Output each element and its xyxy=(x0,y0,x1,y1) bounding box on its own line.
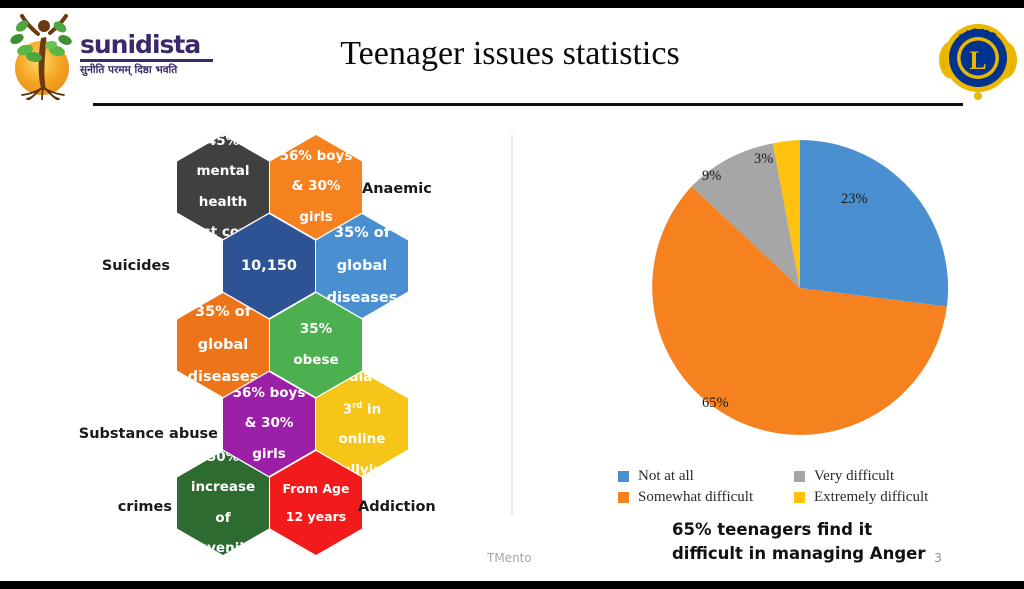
bottom-black-bar xyxy=(0,581,1024,589)
pie-chart xyxy=(652,139,949,435)
footer-watermark: TMento xyxy=(487,551,532,565)
svg-text:L: L xyxy=(969,46,986,75)
lions-international-logo-icon: L LIONS INTERNATIONAL xyxy=(938,14,1018,102)
legend-swatch-icon xyxy=(618,492,629,503)
legend-item-somewhat-difficult[interactable]: Somewhat difficult xyxy=(618,489,794,506)
legend-item-not-at-all[interactable]: Not at all xyxy=(618,468,794,485)
hex-label-substance-abuse: Substance abuse xyxy=(78,426,218,442)
hex-label-anaemic: Anaemic xyxy=(362,181,432,197)
page-title: Teenager issues statistics xyxy=(340,35,680,72)
brand-underline xyxy=(80,59,213,62)
svg-text:LIONS: LIONS xyxy=(958,27,999,44)
pie-chart-caption: 65% teenagers find it difficult in manag… xyxy=(672,518,972,566)
pie-chart-panel: 23% 65% 9% 3% Not at all Very difficult … xyxy=(520,118,1024,578)
sunidista-logo: sunidista सुनीति परमम् दिष्ठा भवति xyxy=(8,10,223,102)
sunidista-wordmark: sunidista सुनीति परमम् दिष्ठा भवति xyxy=(80,32,223,77)
pie-value-extremely-difficult: 3% xyxy=(754,151,774,167)
pie-value-somewhat-difficult: 65% xyxy=(702,395,729,411)
brand-name: sunidista xyxy=(80,30,201,59)
caption-line-1: 65% teenagers find it xyxy=(672,520,873,539)
legend-label: Extremely difficult xyxy=(814,489,929,505)
caption-line-2: difficult in managing Anger xyxy=(672,543,926,563)
hexagon-infographic: 45% mental health post covid 56% boys & … xyxy=(0,110,505,570)
pie-value-very-difficult: 9% xyxy=(702,168,722,184)
hex-label-crimes: crimes xyxy=(117,499,172,515)
legend-item-very-difficult[interactable]: Very difficult xyxy=(794,468,970,485)
vertical-divider xyxy=(511,134,513,516)
pie-value-not-at-all: 23% xyxy=(841,191,868,207)
legend-swatch-icon xyxy=(794,471,805,482)
legend-label: Very difficult xyxy=(814,468,895,484)
hex-label-suicides: Suicides xyxy=(101,258,170,274)
hex-label-addiction: Addiction xyxy=(358,499,436,515)
legend-swatch-icon xyxy=(618,471,629,482)
pie-legend: Not at all Very difficult Somewhat diffi… xyxy=(618,466,978,508)
header-divider xyxy=(93,103,963,106)
legend-label: Somewhat difficult xyxy=(638,489,754,505)
slide-number: 3 xyxy=(934,550,942,565)
legend-item-extremely-difficult[interactable]: Extremely difficult xyxy=(794,489,970,506)
legend-label: Not at all xyxy=(638,468,694,484)
brand-tagline: सुनीति परमम् दिष्ठा भवति xyxy=(80,64,178,76)
slide-header: sunidista सुनीति परमम् दिष्ठा भवति Teena… xyxy=(0,8,1024,106)
top-black-bar xyxy=(0,0,1024,8)
legend-swatch-icon xyxy=(794,492,805,503)
tree-person-logo-icon xyxy=(8,10,80,101)
